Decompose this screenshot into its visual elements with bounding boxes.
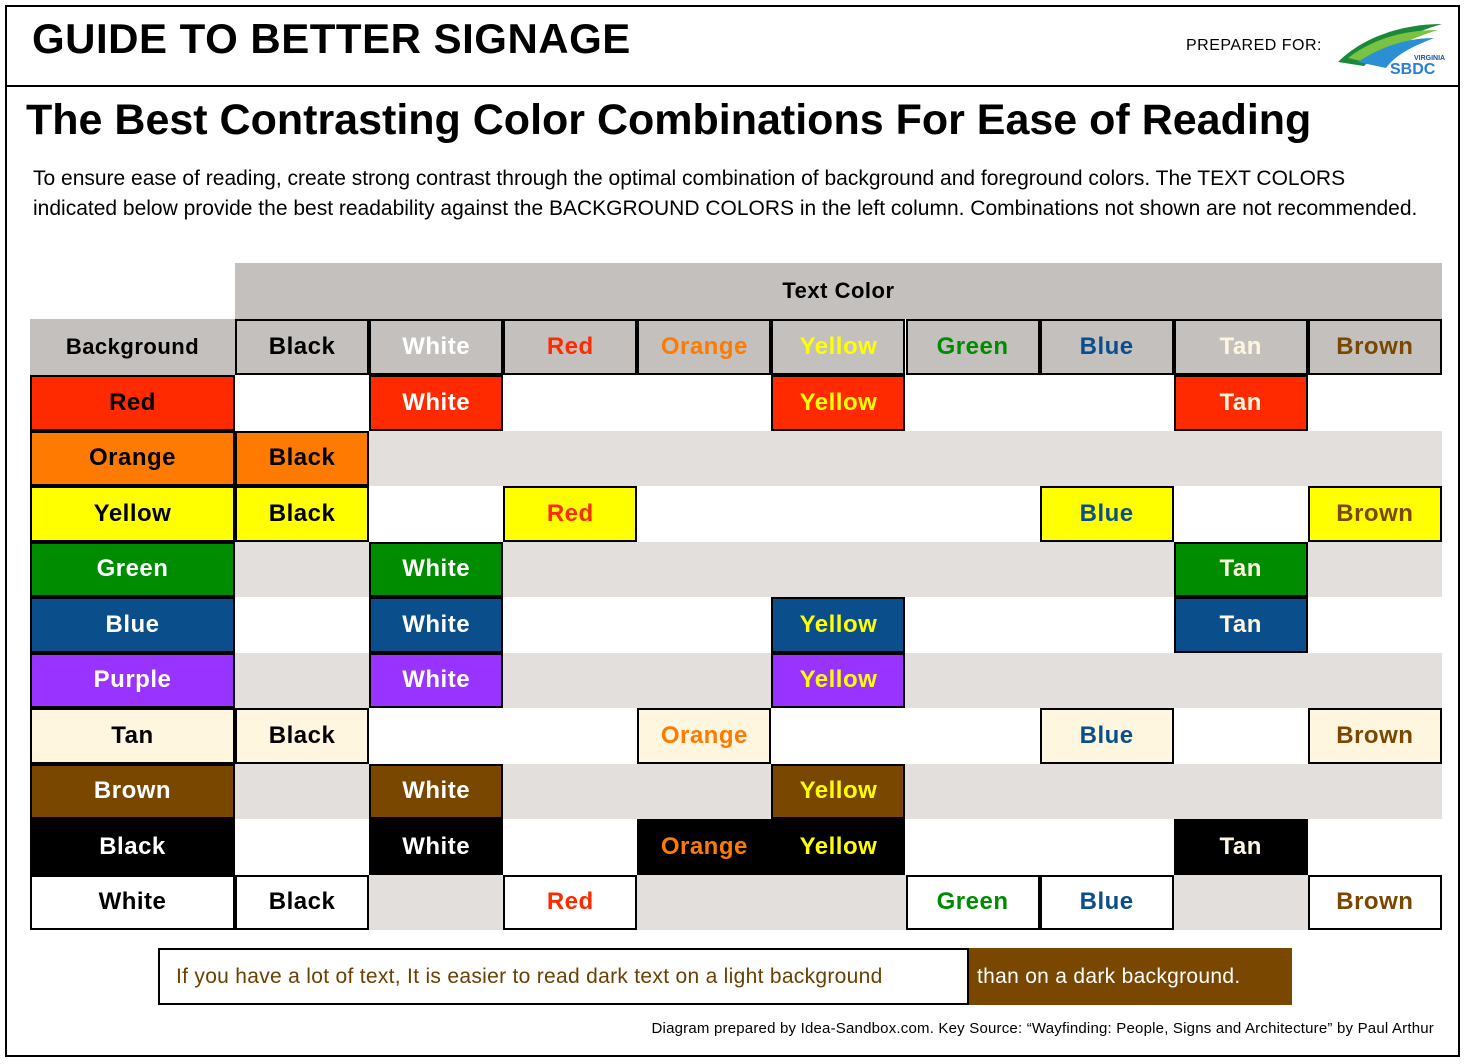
header-divider bbox=[5, 85, 1460, 87]
column-header-white: White bbox=[369, 319, 504, 375]
combo-black-orange: Orange bbox=[637, 819, 772, 875]
column-header-tan: Tan bbox=[1173, 319, 1308, 375]
combo-black-white: White bbox=[369, 819, 504, 875]
background-header: Background bbox=[30, 319, 235, 375]
combo-green-tan: Tan bbox=[1173, 541, 1308, 597]
row-label-yellow: Yellow bbox=[30, 486, 235, 542]
virginia-sbdc-logo: VIRGINIA SBDC bbox=[1338, 24, 1445, 78]
combo-purple-yellow: Yellow bbox=[771, 652, 906, 708]
combo-green-white: White bbox=[369, 541, 504, 597]
combo-yellow-black: Black bbox=[235, 486, 370, 542]
combo-white-brown: Brown bbox=[1307, 874, 1442, 930]
combo-blue-yellow: Yellow bbox=[771, 597, 906, 653]
callout-light-text: If you have a lot of text, It is easier … bbox=[158, 948, 969, 1005]
row-stripe bbox=[235, 430, 1442, 486]
combo-white-blue: Blue bbox=[1039, 874, 1174, 930]
combo-black-tan: Tan bbox=[1173, 819, 1308, 875]
combo-tan-orange: Orange bbox=[637, 708, 772, 764]
combo-yellow-brown: Brown bbox=[1307, 486, 1442, 542]
column-header-brown: Brown bbox=[1307, 319, 1442, 375]
page-frame bbox=[5, 5, 1460, 1057]
page-title: GUIDE TO BETTER SIGNAGE bbox=[32, 15, 631, 62]
row-label-brown: Brown bbox=[30, 763, 235, 819]
combo-white-green: Green bbox=[905, 874, 1040, 930]
column-header-orange: Orange bbox=[637, 319, 772, 375]
combo-yellow-blue: Blue bbox=[1039, 486, 1174, 542]
callout-dark-text: than on a dark background. bbox=[969, 948, 1292, 1005]
combo-white-red: Red bbox=[503, 874, 638, 930]
combo-purple-white: White bbox=[369, 652, 504, 708]
intro-paragraph: To ensure ease of reading, create strong… bbox=[33, 167, 1418, 220]
combo-orange-black: Black bbox=[235, 430, 370, 486]
combo-black-yellow: Yellow bbox=[771, 819, 906, 875]
row-label-tan: Tan bbox=[30, 708, 235, 764]
column-header-red: Red bbox=[503, 319, 638, 375]
logo-virginia-text: VIRGINIA bbox=[1414, 55, 1445, 62]
combo-white-black: Black bbox=[235, 874, 370, 930]
row-stripe bbox=[235, 486, 1442, 542]
combo-red-tan: Tan bbox=[1173, 375, 1308, 431]
row-label-red: Red bbox=[30, 375, 235, 431]
combo-red-yellow: Yellow bbox=[771, 375, 906, 431]
row-label-green: Green bbox=[30, 541, 235, 597]
logo-sbdc-text: SBDC bbox=[1390, 61, 1436, 78]
combo-blue-tan: Tan bbox=[1173, 597, 1308, 653]
combo-brown-yellow: Yellow bbox=[771, 763, 906, 819]
combo-tan-black: Black bbox=[235, 708, 370, 764]
row-label-black: Black bbox=[30, 819, 235, 875]
combo-yellow-red: Red bbox=[503, 486, 638, 542]
row-label-orange: Orange bbox=[30, 430, 235, 486]
column-header-yellow: Yellow bbox=[771, 319, 906, 375]
row-label-purple: Purple bbox=[30, 652, 235, 708]
combo-brown-white: White bbox=[369, 763, 504, 819]
credit-line: Diagram prepared by Idea-Sandbox.com. Ke… bbox=[651, 1020, 1434, 1037]
prepared-for-label: PREPARED FOR: bbox=[1186, 37, 1322, 54]
row-stripe bbox=[235, 708, 1442, 764]
combo-tan-brown: Brown bbox=[1307, 708, 1442, 764]
main-heading: The Best Contrasting Color Combinations … bbox=[26, 96, 1312, 144]
row-label-blue: Blue bbox=[30, 597, 235, 653]
logo-swoosh-blue bbox=[1358, 38, 1434, 68]
combo-tan-blue: Blue bbox=[1039, 708, 1174, 764]
column-header-green: Green bbox=[905, 319, 1040, 375]
text-color-header: Text Color bbox=[235, 263, 1442, 319]
combo-blue-white: White bbox=[369, 597, 504, 653]
row-stripe bbox=[235, 874, 1442, 930]
column-header-black: Black bbox=[235, 319, 370, 375]
combo-red-white: White bbox=[369, 375, 504, 431]
row-label-white: White bbox=[30, 874, 235, 930]
column-header-blue: Blue bbox=[1039, 319, 1174, 375]
